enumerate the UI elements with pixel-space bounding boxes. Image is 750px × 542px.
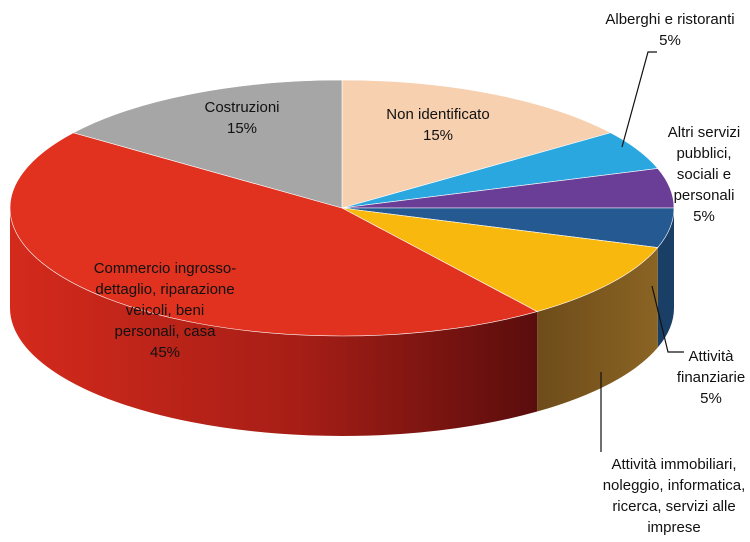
slice-percent-altri-servizi: 5% (693, 208, 715, 225)
slice-label-altri-servizi: pubblici, (676, 145, 731, 162)
slice-label-altri-servizi: sociali e (677, 166, 731, 183)
slice-label-attivita: Attività (688, 348, 734, 365)
slice-percent-attivita: 5% (700, 390, 722, 407)
slice-label-attivita-immobiliari: ricerca, servizi alle (612, 498, 735, 515)
slice-label-alberghi-e-ristoranti: Alberghi e ristoranti (605, 11, 734, 28)
slice-side-attivita (657, 208, 674, 348)
slice-label-attivita-immobiliari: Attività immobiliari, (611, 456, 736, 473)
slice-commercio-ingrosso (9, 132, 538, 337)
slice-percent-costruzioni: 15% (227, 120, 257, 137)
slice-label-costruzioni: Costruzioni (204, 99, 279, 116)
leader-line-alberghi-e-ristoranti (621, 51, 657, 148)
slice-label-commercio-ingrosso: veicoli, beni (126, 302, 204, 319)
slice-label-altri-servizi: personali (674, 187, 735, 204)
slice-percent-attivita-immobiliari: 10% (659, 540, 689, 542)
slice-percent-alberghi-e-ristoranti: 5% (659, 32, 681, 49)
slice-percent-commercio-ingrosso: 45% (150, 344, 180, 361)
slice-side-attivita-immobiliari (537, 247, 658, 412)
slice-percent-non-identificato: 15% (423, 127, 453, 144)
slice-label-commercio-ingrosso: dettaglio, riparazione (95, 281, 234, 298)
slice-costruzioni (72, 79, 343, 209)
pie-side-walls (10, 208, 674, 436)
leader-line-attivita (651, 285, 684, 353)
slice-attivita-immobiliari (341, 207, 659, 312)
slice-label-commercio-ingrosso: personali, casa (115, 323, 217, 340)
slice-non-identificato (341, 79, 612, 209)
slice-label-non-identificato: Non identificato (386, 106, 489, 123)
slice-label-attivita-immobiliari: noleggio, informatica, (603, 477, 746, 494)
slice-labels: Non identificato 15% Alberghi e ristoranti… (94, 11, 746, 542)
leader-lines (600, 51, 684, 452)
slice-label-altri-servizi: Altri servizi (668, 124, 741, 141)
slice-label-attivita: finanziarie (677, 369, 745, 386)
pie-top-slices (9, 79, 675, 337)
slice-label-attivita-immobiliari: imprese (647, 519, 700, 536)
slice-side-commercio-ingrosso (10, 208, 538, 436)
slice-label-commercio-ingrosso: Commercio ingrosso- (94, 260, 237, 277)
